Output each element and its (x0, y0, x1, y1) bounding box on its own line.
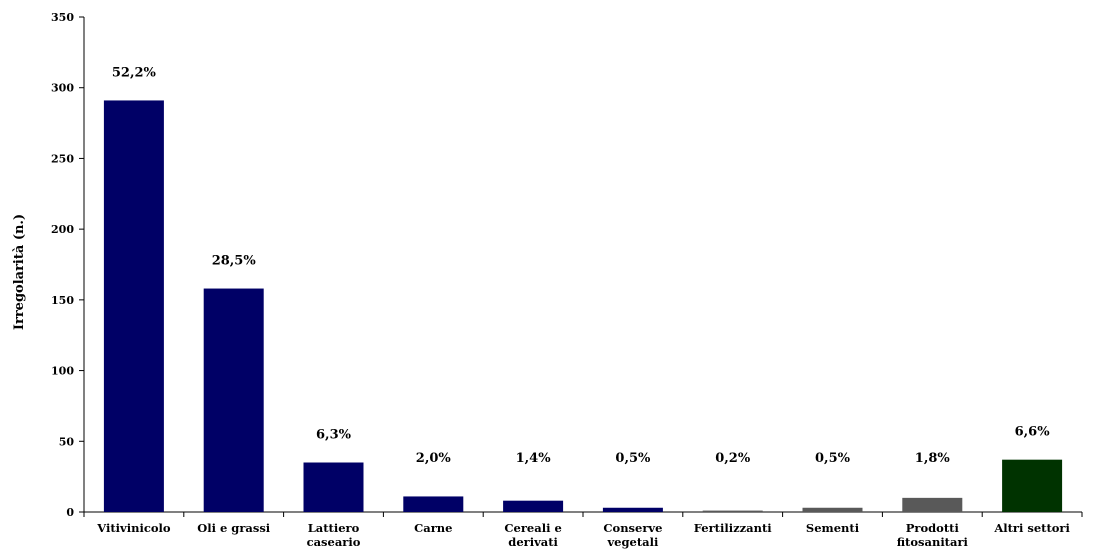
y-tick-label: 0 (66, 506, 74, 519)
x-category-label: Fertilizzanti (694, 521, 773, 535)
bar (602, 507, 663, 512)
bars (103, 100, 1063, 512)
y-tick-label: 350 (51, 11, 74, 24)
y-tick-label: 250 (51, 152, 74, 165)
bar (303, 462, 364, 512)
bar (503, 500, 564, 512)
x-category-label: Lattiero caseario (307, 521, 361, 549)
bar (203, 288, 264, 512)
data-label: 0,5% (615, 451, 651, 466)
data-label: 6,6% (1015, 425, 1051, 440)
x-category-label: Altri settori (993, 521, 1070, 535)
x-category-label: Oli e grassi (197, 521, 271, 535)
bar (702, 510, 763, 512)
y-tick-label: 50 (59, 435, 75, 448)
y-tick-label: 200 (51, 223, 74, 236)
data-label: 2,0% (416, 451, 452, 466)
data-label: 0,2% (715, 451, 751, 466)
data-label: 0,5% (815, 451, 851, 466)
x-category-label: Sementi (806, 521, 860, 535)
y-tick-label: 300 (51, 82, 74, 95)
data-label: 52,2% (112, 65, 157, 80)
y-axis-ticks: 0 50 100 150 200 250 300 350 (51, 11, 84, 519)
x-category-label: Prodotti fitosanitari (897, 521, 969, 549)
y-axis-title: Irregolarità (n.) (12, 214, 27, 330)
bar (902, 497, 963, 512)
data-label: 1,8% (915, 451, 951, 466)
x-category-label: Carne (414, 521, 452, 535)
bar (802, 507, 863, 512)
bar (403, 496, 464, 512)
bar (103, 100, 164, 512)
data-label: 1,4% (516, 451, 552, 466)
y-tick-label: 150 (51, 294, 74, 307)
y-tick-label: 100 (51, 365, 74, 378)
x-category-label: Conserve vegetali (603, 521, 662, 549)
x-axis-labels: Vitivinicolo Oli e grassi Lattiero caseario… (96, 521, 1070, 549)
bar (1002, 459, 1063, 512)
data-labels: 52,2% 28,5% 6,3% 2,0% 1,4% 0,5% 0,2% 0,5% 1,8% 6,… (112, 65, 1050, 466)
x-category-label: Vitivinicolo (96, 521, 171, 535)
data-label: 28,5% (212, 254, 257, 269)
x-category-label: Cereali e derivati (504, 521, 561, 549)
data-label: 6,3% (316, 428, 352, 443)
